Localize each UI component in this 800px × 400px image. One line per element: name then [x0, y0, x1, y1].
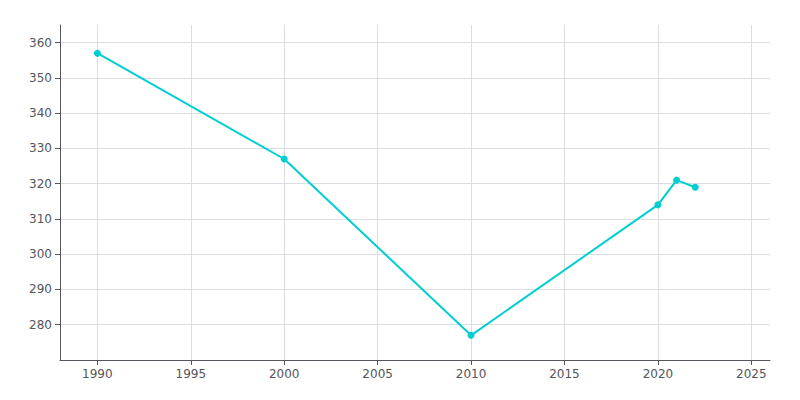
svg-text:320: 320: [29, 177, 52, 191]
svg-text:2020: 2020: [643, 367, 674, 381]
svg-text:300: 300: [29, 247, 52, 261]
svg-text:2000: 2000: [269, 367, 300, 381]
svg-text:280: 280: [29, 318, 52, 332]
svg-text:330: 330: [29, 141, 52, 155]
svg-text:350: 350: [29, 71, 52, 85]
svg-text:290: 290: [29, 282, 52, 296]
svg-text:2015: 2015: [549, 367, 580, 381]
svg-text:340: 340: [29, 106, 52, 120]
svg-text:2025: 2025: [736, 367, 767, 381]
svg-text:360: 360: [29, 36, 52, 50]
svg-text:1990: 1990: [82, 367, 113, 381]
svg-text:2010: 2010: [456, 367, 487, 381]
svg-text:2005: 2005: [362, 367, 393, 381]
svg-text:310: 310: [29, 212, 52, 226]
svg-text:1995: 1995: [176, 367, 207, 381]
